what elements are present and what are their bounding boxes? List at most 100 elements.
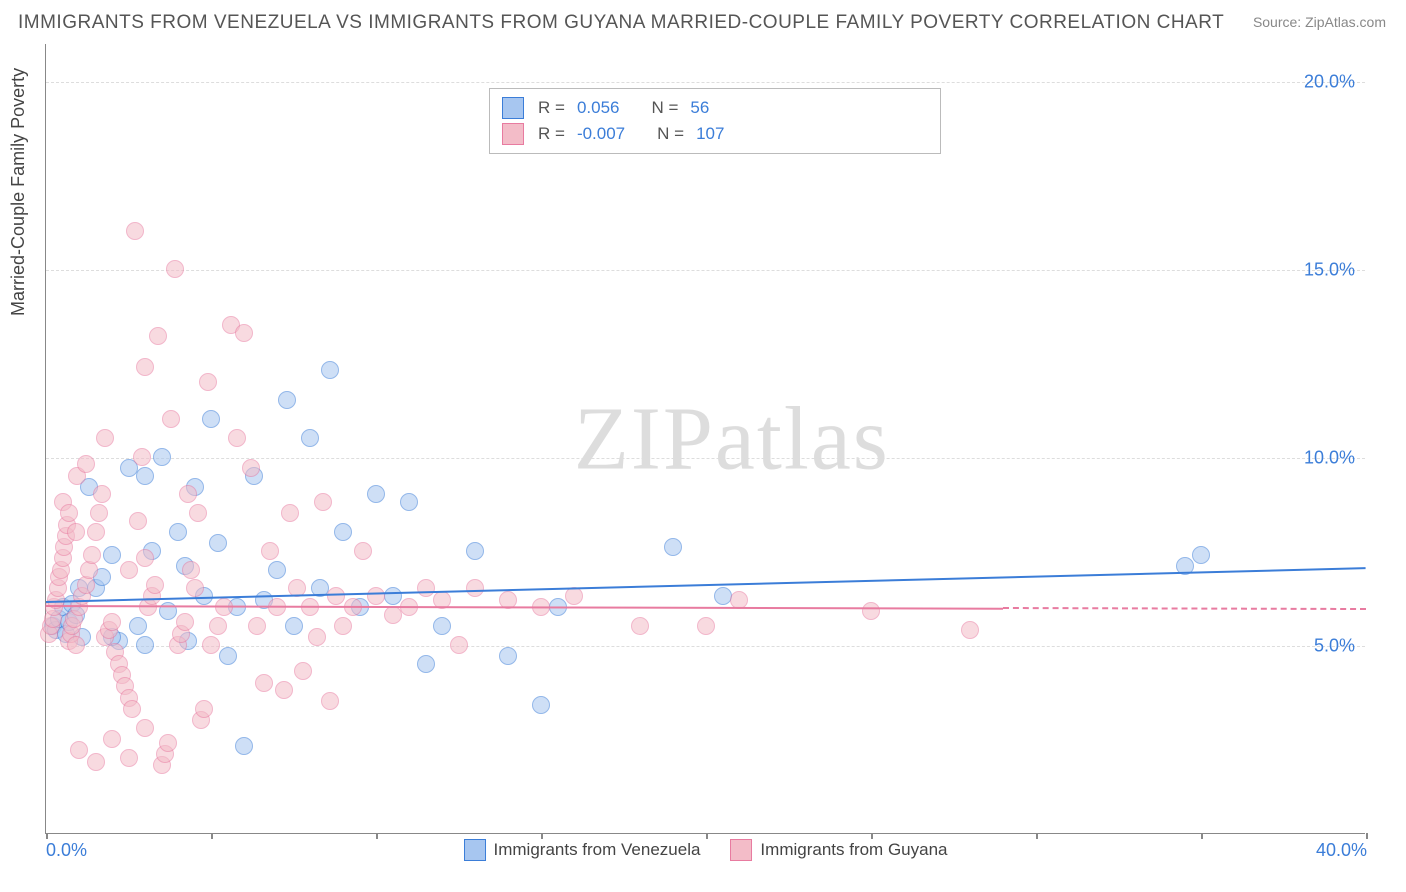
watermark: ZIPatlas — [574, 387, 890, 490]
scatter-point — [228, 429, 246, 447]
scatter-point — [153, 448, 171, 466]
swatch-venezuela — [464, 839, 486, 861]
scatter-point — [433, 617, 451, 635]
scatter-point — [90, 504, 108, 522]
scatter-point — [182, 561, 200, 579]
scatter-point — [327, 587, 345, 605]
scatter-point — [321, 361, 339, 379]
scatter-point — [268, 561, 286, 579]
x-tick-mark — [1036, 833, 1038, 839]
legend-label-guyana: Immigrants from Guyana — [760, 840, 947, 860]
scatter-point — [714, 587, 732, 605]
scatter-point — [136, 549, 154, 567]
scatter-point — [209, 534, 227, 552]
scatter-point — [334, 523, 352, 541]
scatter-point — [235, 324, 253, 342]
scatter-point — [133, 448, 151, 466]
scatter-point — [129, 512, 147, 530]
scatter-point — [961, 621, 979, 639]
scatter-point — [120, 749, 138, 767]
y-tick-label: 15.0% — [1304, 259, 1355, 280]
scatter-point — [314, 493, 332, 511]
legend-item-guyana: Immigrants from Guyana — [730, 839, 947, 861]
scatter-point — [126, 222, 144, 240]
r-label: R = — [538, 98, 565, 118]
scatter-point — [565, 587, 583, 605]
scatter-point — [664, 538, 682, 556]
scatter-point — [466, 542, 484, 560]
scatter-point — [120, 561, 138, 579]
gridline — [46, 458, 1365, 459]
y-axis-title: Married-Couple Family Poverty — [8, 68, 29, 316]
scatter-point — [301, 429, 319, 447]
gridline — [46, 270, 1365, 271]
scatter-point — [67, 636, 85, 654]
regression-line — [46, 605, 1003, 610]
scatter-point — [209, 617, 227, 635]
scatter-point — [93, 485, 111, 503]
legend-row-venezuela: R = 0.056 N = 56 — [502, 95, 928, 121]
scatter-point — [136, 719, 154, 737]
scatter-point — [219, 647, 237, 665]
scatter-point — [103, 546, 121, 564]
scatter-point — [417, 655, 435, 673]
scatter-point — [1192, 546, 1210, 564]
scatter-point — [186, 579, 204, 597]
scatter-point — [862, 602, 880, 620]
regression-line — [46, 567, 1366, 603]
scatter-point — [87, 523, 105, 541]
swatch-guyana — [502, 123, 524, 145]
r-value-guyana: -0.007 — [577, 124, 625, 144]
scatter-point — [146, 576, 164, 594]
scatter-point — [80, 561, 98, 579]
scatter-point — [400, 493, 418, 511]
scatter-point — [136, 358, 154, 376]
y-tick-label: 10.0% — [1304, 447, 1355, 468]
chart-title: IMMIGRANTS FROM VENEZUELA VS IMMIGRANTS … — [18, 12, 1224, 34]
scatter-point — [697, 617, 715, 635]
scatter-point — [162, 410, 180, 428]
scatter-point — [176, 613, 194, 631]
scatter-point — [189, 504, 207, 522]
scatter-point — [278, 391, 296, 409]
plot-area: ZIPatlas 5.0%10.0%15.0%20.0% 0.0%40.0% R… — [45, 44, 1365, 834]
scatter-point — [123, 700, 141, 718]
y-tick-label: 20.0% — [1304, 71, 1355, 92]
scatter-point — [67, 523, 85, 541]
legend-label-venezuela: Immigrants from Venezuela — [494, 840, 701, 860]
r-value-venezuela: 0.056 — [577, 98, 620, 118]
scatter-point — [195, 700, 213, 718]
scatter-point — [149, 327, 167, 345]
scatter-point — [466, 579, 484, 597]
scatter-point — [96, 429, 114, 447]
scatter-point — [70, 741, 88, 759]
n-value-venezuela: 56 — [690, 98, 709, 118]
x-tick-label: 40.0% — [1316, 840, 1367, 861]
scatter-point — [179, 485, 197, 503]
scatter-point — [60, 504, 78, 522]
scatter-point — [532, 696, 550, 714]
scatter-point — [367, 485, 385, 503]
scatter-point — [136, 636, 154, 654]
gridline — [46, 82, 1365, 83]
scatter-point — [450, 636, 468, 654]
scatter-point — [321, 692, 339, 710]
scatter-point — [275, 681, 293, 699]
scatter-point — [417, 579, 435, 597]
scatter-point — [136, 467, 154, 485]
scatter-point — [87, 753, 105, 771]
scatter-point — [499, 647, 517, 665]
scatter-point — [103, 730, 121, 748]
x-tick-mark — [1366, 833, 1368, 839]
scatter-point — [308, 628, 326, 646]
scatter-point — [129, 617, 147, 635]
scatter-point — [281, 504, 299, 522]
series-legend: Immigrants from Venezuela Immigrants fro… — [464, 839, 948, 861]
legend-row-guyana: R = -0.007 N = 107 — [502, 121, 928, 147]
legend-item-venezuela: Immigrants from Venezuela — [464, 839, 701, 861]
scatter-point — [166, 260, 184, 278]
scatter-point — [159, 734, 177, 752]
source-label: Source: ZipAtlas.com — [1253, 14, 1386, 30]
scatter-point — [384, 606, 402, 624]
y-tick-label: 5.0% — [1314, 635, 1355, 656]
